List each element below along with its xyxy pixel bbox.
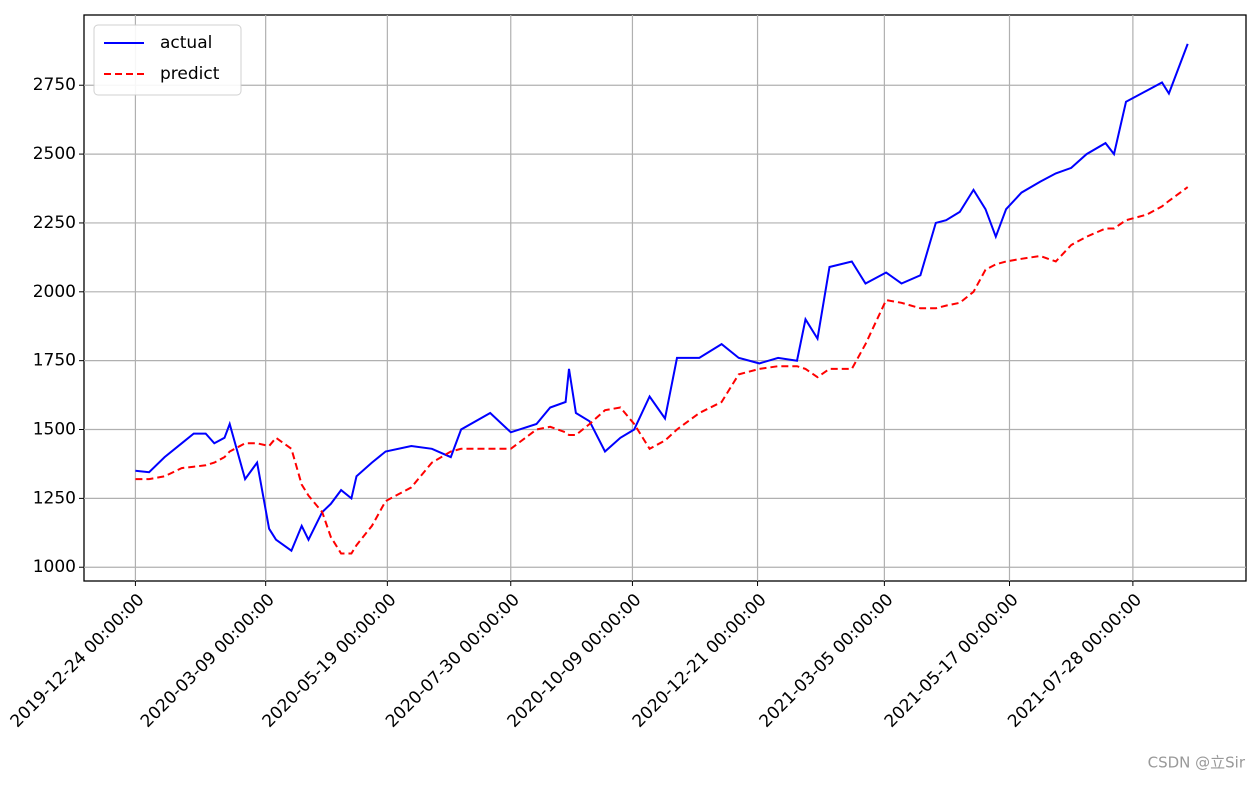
x-tick-label: 2021-07-28 00:00:00 — [1004, 590, 1146, 732]
y-tick-label: 2500 — [33, 144, 76, 164]
y-tick-label: 1000 — [33, 557, 76, 577]
y-tick-label: 1500 — [33, 420, 76, 440]
x-tick-label: 2020-12-21 00:00:00 — [629, 590, 771, 732]
plot-frame — [83, 14, 1247, 582]
y-tick-label: 1250 — [33, 488, 76, 508]
x-tick-label: 2021-05-17 00:00:00 — [881, 590, 1023, 732]
y-tick-label: 1750 — [33, 351, 76, 371]
legend-label: actual — [160, 33, 212, 53]
x-tick-label: 2020-03-09 00:00:00 — [137, 590, 279, 732]
x-tick-label: 2021-03-05 00:00:00 — [756, 590, 898, 732]
x-tick-label: 2020-05-19 00:00:00 — [259, 590, 401, 732]
y-tick-label: 2750 — [33, 75, 76, 95]
y-tick-label: 2000 — [33, 282, 76, 302]
x-tick-label: 2020-07-30 00:00:00 — [382, 590, 524, 732]
series-line — [135, 43, 1189, 553]
x-tick-label: 2019-12-24 00:00:00 — [7, 590, 149, 732]
series-line — [135, 186, 1189, 555]
grid — [84, 15, 1246, 581]
legend-label: predict — [160, 64, 220, 84]
y-tick-label: 2250 — [33, 213, 76, 233]
x-tick-label: 2020-10-09 00:00:00 — [504, 590, 646, 732]
watermark: CSDN @立Sir — [1148, 754, 1246, 772]
